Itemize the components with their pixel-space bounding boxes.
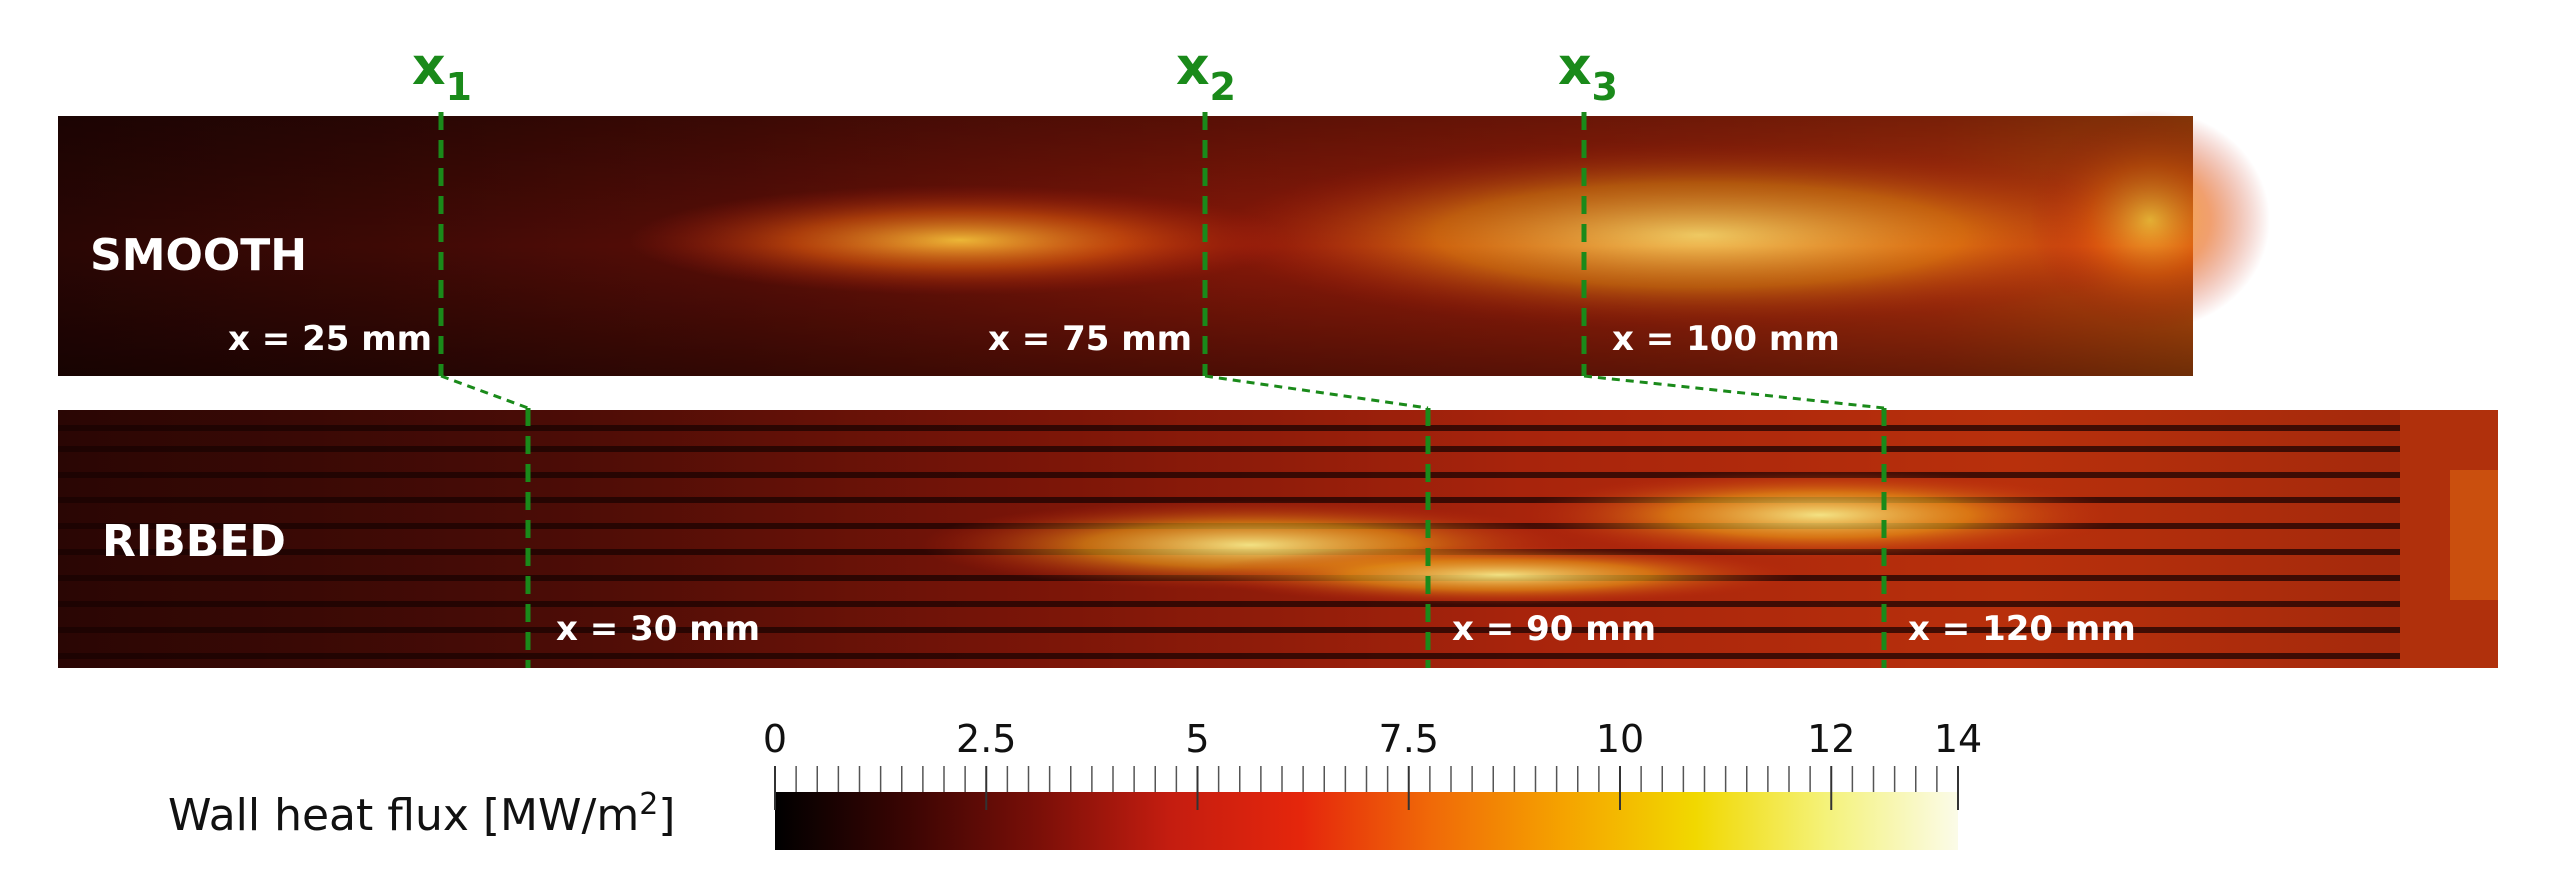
smooth-panel: SMOOTH (58, 110, 2270, 376)
smooth-position-label-1: x = 25 mm (228, 319, 432, 359)
colorbar-tick-label: 0 (763, 717, 787, 761)
rib-stripe (58, 425, 2400, 431)
ribbed-hotspot (1200, 545, 1800, 605)
ribbed-position-label-1: x = 30 mm (556, 609, 760, 649)
colorbar-tick-label: 7.5 (1379, 717, 1439, 761)
cut-connector-2 (1204, 374, 1429, 410)
rib-stripe (58, 627, 2400, 633)
colorbar-tick-label: 14 (1934, 717, 1982, 761)
rib-stripe (58, 653, 2400, 659)
position-labels: x = 25 mm x = 75 mm x = 100 mm x = 30 mm… (228, 319, 2136, 649)
smooth-position-label-2: x = 75 mm (988, 319, 1192, 359)
rib-stripe (58, 446, 2400, 452)
cut-marker-1: x1 (412, 37, 472, 109)
cut-connectors (440, 374, 1885, 410)
smooth-shading (58, 116, 2193, 376)
colorbar-minor-ticks (774, 766, 1959, 792)
colorbar-tick-label: 10 (1596, 717, 1644, 761)
colorbar-tick-label: 12 (1807, 717, 1855, 761)
ribbed-end-highlight (2450, 470, 2498, 600)
cut-connector-1 (440, 374, 529, 410)
ribbed-hotspot (1520, 470, 2120, 560)
ribbed-position-label-2: x = 90 mm (1452, 609, 1656, 649)
smooth-label: SMOOTH (90, 230, 307, 281)
smooth-position-label-3: x = 100 mm (1612, 319, 1840, 359)
ribbed-panel: RIBBED (58, 410, 2498, 668)
colorbar-major-ticks: 0 2.5 5 7.5 10 12 14 (763, 717, 1982, 810)
ribbed-label: RIBBED (102, 516, 286, 567)
ribbed-position-label-3: x = 120 mm (1908, 609, 2136, 649)
rib-stripe (58, 497, 2400, 503)
cut-connector-3 (1583, 374, 1885, 410)
colorbar-gradient (775, 792, 1958, 850)
rib-stripe (58, 601, 2400, 607)
rib-stripe (58, 472, 2400, 478)
cut-lines (438, 112, 1887, 668)
cut-markers: x1 x2 x3 (412, 37, 1618, 109)
colorbar-tick-label: 5 (1185, 717, 1209, 761)
cut-marker-3: x3 (1558, 37, 1618, 109)
colorbar-title: Wall heat flux [MW/m2] (168, 787, 675, 841)
colorbar-tick-label: 2.5 (956, 717, 1016, 761)
colorbar: Wall heat flux [MW/m2] 0 2.5 5 7.5 10 12 14 (168, 717, 1982, 850)
cut-marker-2: x2 (1176, 37, 1236, 109)
